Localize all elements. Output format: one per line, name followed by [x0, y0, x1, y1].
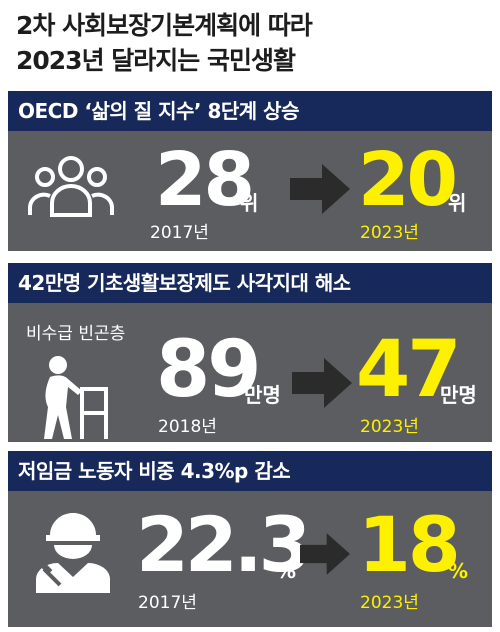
after-unit: 위 — [448, 191, 467, 215]
section-heading: 저임금 노동자 비중 4.3%p 감소 — [8, 451, 492, 491]
after-value: 18 — [358, 500, 461, 589]
after-year: 2023년 — [360, 593, 419, 613]
before-value: 28 — [155, 137, 255, 223]
after-unit: 만명 — [440, 383, 477, 407]
section-basic-livelihood: 42만명 기초생활보장제도 사각지대 해소 비수급 빈곤층 89 만명 2018… — [8, 263, 492, 442]
arrow-right-icon — [292, 358, 352, 408]
elderly-walker-icon — [44, 356, 108, 439]
stat-panel: 비수급 빈곤층 89 만명 2018년 47 만명 2023년 — [8, 303, 492, 442]
section-quality-of-life: OECD ‘삶의 질 지수’ 8단계 상승 28 위 2017년 20 위 20… — [8, 91, 492, 251]
after-unit: % — [448, 559, 469, 583]
arrow-right-icon — [290, 164, 350, 214]
before-unit: 만명 — [244, 383, 281, 407]
construction-worker-icon — [36, 513, 110, 593]
stat-note: 비수급 빈곤층 — [26, 324, 126, 344]
after-value: 47 — [356, 325, 462, 415]
after-year: 2023년 — [360, 417, 419, 437]
after-year: 2023년 — [360, 223, 419, 243]
section-heading: OECD ‘삶의 질 지수’ 8단계 상승 — [8, 91, 492, 131]
section-heading: 42만명 기초생활보장제도 사각지대 해소 — [8, 263, 492, 303]
stat-panel: 22.3 % 2017년 18 % 2023년 — [8, 491, 492, 627]
title-line-1: 2차 사회보장기본계획에 따라 — [16, 11, 313, 40]
before-unit: 위 — [240, 191, 259, 215]
before-value: 89 — [156, 325, 262, 415]
section-low-wage-workers: 저임금 노동자 비중 4.3%p 감소 22.3 % 2017년 18 % 20… — [8, 451, 492, 627]
page-title: 2차 사회보장기본계획에 따라 2023년 달라지는 국민생활 — [16, 8, 486, 78]
before-year: 2017년 — [150, 223, 209, 243]
before-value: 22.3 — [136, 500, 312, 589]
before-unit: % — [276, 559, 297, 583]
title-line-2: 2023년 달라지는 국민생활 — [16, 46, 296, 75]
arrow-right-icon — [300, 533, 350, 575]
people-group-icon — [28, 156, 114, 217]
after-value: 20 — [358, 137, 458, 223]
stat-panel: 28 위 2017년 20 위 2023년 — [8, 131, 492, 251]
before-year: 2017년 — [138, 593, 197, 613]
before-year: 2018년 — [158, 417, 217, 437]
